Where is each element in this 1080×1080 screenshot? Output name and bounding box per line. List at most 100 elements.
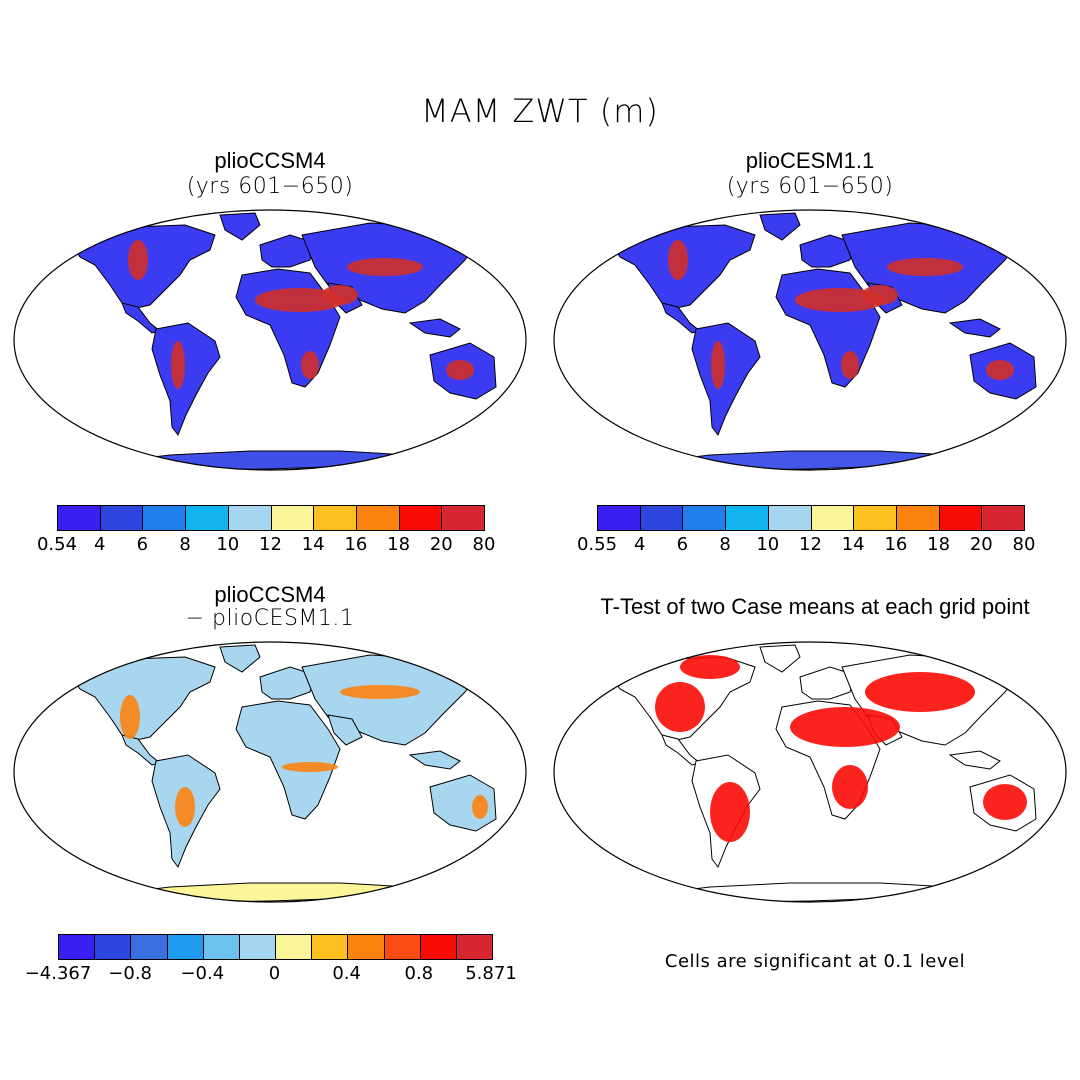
colorbar-tick-label: 80 [1012,534,1036,555]
colorbar-swatch [186,506,229,530]
colorbar-swatch [726,506,769,530]
colorbar-tick-label: 0.4 [332,963,361,984]
colorbar-tick-label: −4.367 [24,963,92,984]
landmass-europe [799,666,856,700]
colorbar-tick-label: 20 [969,534,993,555]
colorbar-swatch [167,935,204,959]
landmass-greenland [759,212,801,241]
panel-title: plioCCSM4 [214,148,326,173]
colorbar-swatch [348,935,385,959]
colorbar-swatch [356,506,400,530]
field-hotspot [322,285,358,305]
panel-subtitle: (yrs 601−650) [726,174,894,199]
colorbar-tick-label: 14 [841,534,865,555]
colorbar-labels: 0.55 4 6 8 10 12 14 16 18 20 80 [0,534,1080,558]
colorbar-tick-label: 18 [927,534,951,555]
landmass-europe [259,666,316,700]
colorbar-swatch [58,506,101,530]
map-panel-ttest [553,641,1067,903]
field-hotspot [282,762,338,772]
field-hotspot [865,672,975,712]
colorbar [597,505,1025,531]
colorbar-tick-label: 4 [93,534,106,555]
panel-subtitle: − plioCESM1.1 [185,606,355,631]
colorbar-swatch [276,935,313,959]
landmass-greenland [219,212,261,241]
colorbar-tick-label: 80 [472,534,496,555]
colorbar-swatch [100,506,144,530]
colorbar-swatch [399,506,443,530]
figure-title: MAM ZWT (m) [421,92,659,130]
landmass-africa [775,268,881,388]
colorbar-swatch [982,506,1025,530]
colorbar-labels: −4.367 −0.8 −0.4 0 0.4 0.8 5.871 [0,963,1080,987]
field-hotspot [983,784,1027,820]
colorbar-tick-label: 18 [387,534,411,555]
field-hotspot [655,682,705,732]
field-hotspot [347,258,423,276]
colorbar-swatch [59,935,96,959]
colorbar-swatch [811,506,855,530]
landmass-indonesia [948,750,1001,770]
field-hotspot [340,685,420,699]
field-hotspot [832,765,868,809]
colorbar-tick-label: 6 [676,534,689,555]
colorbar-tick-label: 16 [884,534,908,555]
colorbar-tick-label: 12 [799,534,822,555]
landmass-south-america [691,322,761,437]
colorbar-tick-label: 0.8 [404,963,434,984]
colorbar-swatch [683,506,727,530]
landmass-arabia [327,714,363,746]
colorbar-tick-label: 14 [301,534,325,555]
field-hotspot [862,285,898,305]
field-hotspot [472,795,488,819]
field-hotspot [841,351,859,379]
colorbar-swatch [143,506,187,530]
panel-title: T-Test of two Case means at each grid po… [600,594,1030,619]
field-hotspot [175,787,195,827]
landmass-africa [235,700,341,820]
colorbar-tick-label: 12 [259,534,282,555]
colorbar-swatch [131,935,168,959]
colorbar-swatch [598,506,641,530]
colorbar-tick-label: 0.55 [576,534,618,555]
significance-note: Cells are significant at 0.1 level [664,951,966,972]
colorbar-tick-label: 10 [216,534,240,555]
map-projection-border [13,641,527,903]
field-hotspot [986,360,1014,380]
colorbar-tick-label: 6 [136,534,149,555]
landmass-greenland [759,644,801,673]
colorbar-swatch [854,506,897,530]
field-hotspot [301,351,319,379]
colorbar-swatch [442,506,485,530]
colorbar-tick-label: −0.8 [108,963,153,984]
field-hotspot [120,695,140,739]
landmass-indonesia [408,750,461,770]
colorbar-tick-label: 5.871 [465,963,517,984]
colorbar-tick-label: −0.4 [180,963,225,984]
colorbar-tick-label: 10 [756,534,780,555]
colorbar-tick-label: 20 [429,534,453,555]
landmass-europe [799,234,856,268]
colorbar-tick-label: 8 [179,534,191,555]
landmass-south-america [151,322,221,437]
landmass-indonesia [408,318,461,338]
field-hotspot [711,341,725,389]
colorbar-swatch [939,506,983,530]
field-hotspot [446,360,474,380]
colorbar-swatch [456,935,493,959]
colorbar-swatch [420,935,457,959]
landmass-north-america [71,656,216,742]
field-hotspot [128,240,148,280]
panel-subtitle: (yrs 601−650) [186,174,354,199]
map-panel-cesm [553,209,1067,471]
colorbar-swatch [314,506,357,530]
map-projection-border [553,209,1067,471]
field-hotspot [668,240,688,280]
colorbar-tick-label: 16 [344,534,368,555]
map-projection-border [13,209,527,471]
colorbar-swatch [896,506,940,530]
colorbar-swatch [768,506,812,530]
landmass-indonesia [948,318,1001,338]
colorbar-swatch [95,935,132,959]
